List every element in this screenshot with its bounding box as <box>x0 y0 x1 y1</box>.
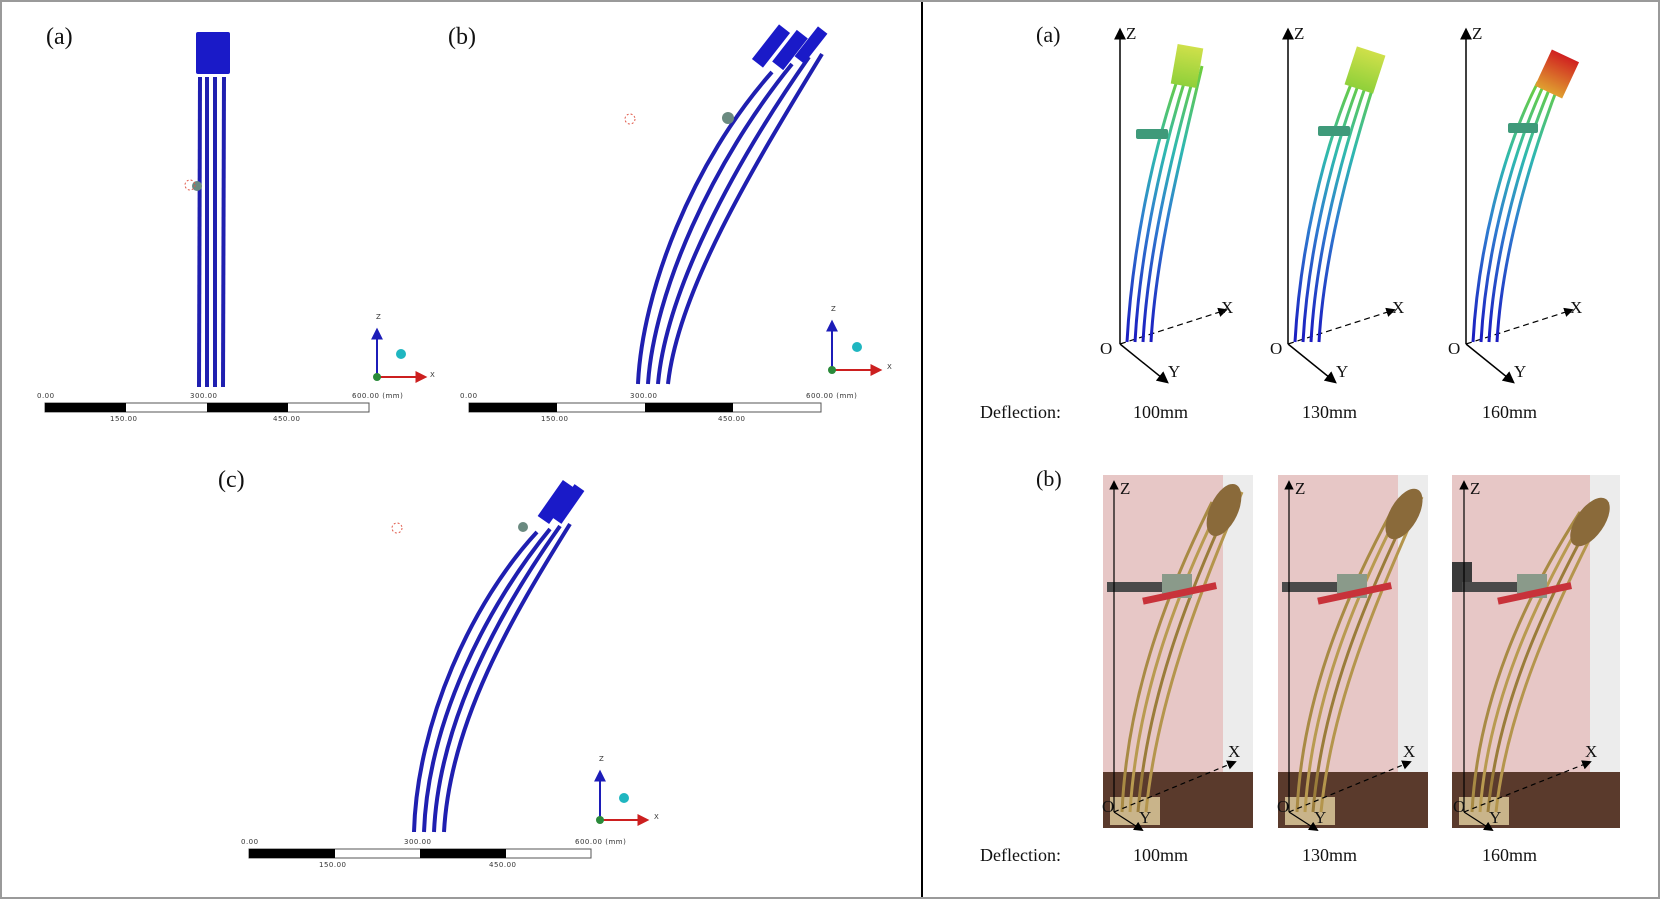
deflection-top-130: 130mm <box>1302 402 1358 422</box>
ra1-x: X <box>1221 298 1234 317</box>
deflection-label-bottom: Deflection: <box>980 845 1061 865</box>
ra1-z: Z <box>1126 24 1137 43</box>
left-a-model <box>44 32 428 413</box>
rb1-z: Z <box>1120 479 1131 498</box>
scale-b-tick-1: 300.00 <box>630 392 658 400</box>
scale-a-tick-1: 300.00 <box>190 392 218 400</box>
rb2-y: Y <box>1314 808 1327 827</box>
rb1-y: Y <box>1139 808 1152 827</box>
deflection-top-160: 160mm <box>1482 402 1538 422</box>
triad-a-x: X <box>430 371 436 379</box>
ra1-y: Y <box>1168 362 1181 381</box>
rb3-z: Z <box>1470 479 1481 498</box>
rb2-z: Z <box>1295 479 1306 498</box>
panel-divider <box>921 2 923 897</box>
triad-c-x: X <box>654 813 660 821</box>
right-a-sim-130 <box>1282 27 1396 384</box>
ra2-o: O <box>1270 339 1283 358</box>
right-b-photo-130 <box>1278 475 1428 832</box>
scale-b-sub-1: 450.00 <box>718 415 746 423</box>
triad-a-z: Z <box>376 313 382 321</box>
triad-c-z: Z <box>599 755 605 763</box>
deflection-bottom-130: 130mm <box>1302 845 1358 865</box>
scale-a-tick-0: 0.00 <box>37 392 55 400</box>
rb2-o: O <box>1277 797 1290 816</box>
scale-c-sub-0: 150.00 <box>319 861 347 869</box>
ra3-x: X <box>1570 298 1583 317</box>
deflection-bottom-100: 100mm <box>1133 845 1189 865</box>
ra2-z: Z <box>1294 24 1305 43</box>
right-a-sim-100 <box>1114 27 1228 384</box>
scale-a-tick-2: 600.00 (mm) <box>352 392 404 400</box>
ra3-y: Y <box>1514 362 1527 381</box>
scale-b-sub-0: 150.00 <box>541 415 569 423</box>
rb2-x: X <box>1403 742 1416 761</box>
deflection-bottom-160: 160mm <box>1482 845 1538 865</box>
right-b-photo-100 <box>1103 475 1253 832</box>
left-b-model <box>468 24 883 413</box>
scale-c-tick-2: 600.00 (mm) <box>575 838 627 846</box>
rb3-x: X <box>1585 742 1598 761</box>
left-c-model <box>248 479 650 859</box>
right-label-a: (a) <box>1036 22 1061 47</box>
rb3-y: Y <box>1489 808 1502 827</box>
right-a-sim-160 <box>1460 27 1580 384</box>
scale-c-tick-1: 300.00 <box>404 838 432 846</box>
ra2-x: X <box>1392 298 1405 317</box>
right-label-b: (b) <box>1036 466 1062 491</box>
left-label-c: (c) <box>218 467 245 493</box>
deflection-label-top: Deflection: <box>980 402 1061 422</box>
scale-a-sub-1: 450.00 <box>273 415 301 423</box>
ra1-o: O <box>1100 339 1113 358</box>
scale-a-sub-0: 150.00 <box>110 415 138 423</box>
right-b-photo-160 <box>1452 475 1620 832</box>
deflection-top-100: 100mm <box>1133 402 1189 422</box>
rb3-o: O <box>1453 797 1466 816</box>
ra3-z: Z <box>1472 24 1483 43</box>
scale-c-tick-0: 0.00 <box>241 838 259 846</box>
left-label-b: (b) <box>448 24 476 50</box>
triad-b-x: X <box>887 363 893 371</box>
ra2-y: Y <box>1336 362 1349 381</box>
left-label-a: (a) <box>46 24 73 50</box>
scale-c-sub-1: 450.00 <box>489 861 517 869</box>
scale-b-tick-2: 600.00 (mm) <box>806 392 858 400</box>
rb1-o: O <box>1102 797 1115 816</box>
rb1-x: X <box>1228 742 1241 761</box>
triad-b-z: Z <box>831 305 837 313</box>
ra3-o: O <box>1448 339 1461 358</box>
scale-b-tick-0: 0.00 <box>460 392 478 400</box>
